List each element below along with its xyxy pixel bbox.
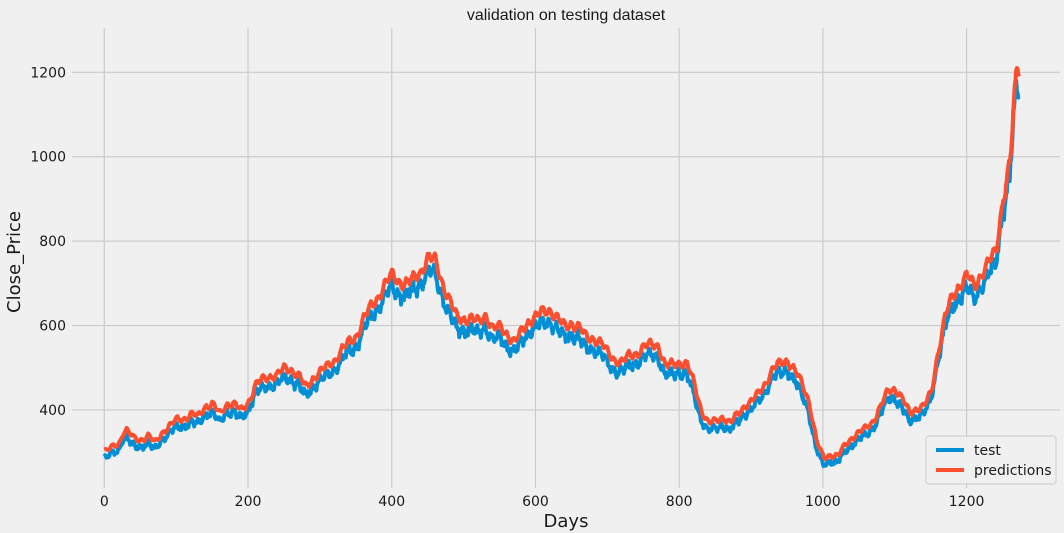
x-tick-labels: 0 200 400 600 800 1000 1200 <box>100 494 985 510</box>
legend: test predictions <box>925 435 1057 485</box>
y-tick-label: 1200 <box>30 65 66 81</box>
x-tick-label: 1200 <box>949 494 985 510</box>
y-tick-label: 400 <box>39 403 66 419</box>
x-tick-label: 600 <box>522 494 549 510</box>
legend-predictions-label: predictions <box>974 463 1052 479</box>
x-tick-label: 0 <box>100 494 109 510</box>
series-group <box>102 66 1021 469</box>
y-tick-label: 800 <box>39 234 66 250</box>
y-tick-label: 600 <box>39 319 66 335</box>
x-tick-label: 200 <box>235 494 262 510</box>
y-axis-label: Close_Price <box>4 211 25 313</box>
x-axis-label: Days <box>544 511 589 532</box>
x-tick-label: 800 <box>666 494 693 510</box>
y-tick-label: 1000 <box>30 150 66 166</box>
series-line-predictions <box>103 66 1021 461</box>
x-tick-label: 400 <box>378 494 405 510</box>
y-tick-labels: 400 600 800 1000 1200 <box>30 65 66 419</box>
series-line-test <box>102 78 1021 469</box>
legend-test-label: test <box>974 443 1001 459</box>
chart-title: validation on testing dataset <box>467 7 666 24</box>
x-tick-label: 1000 <box>805 494 841 510</box>
